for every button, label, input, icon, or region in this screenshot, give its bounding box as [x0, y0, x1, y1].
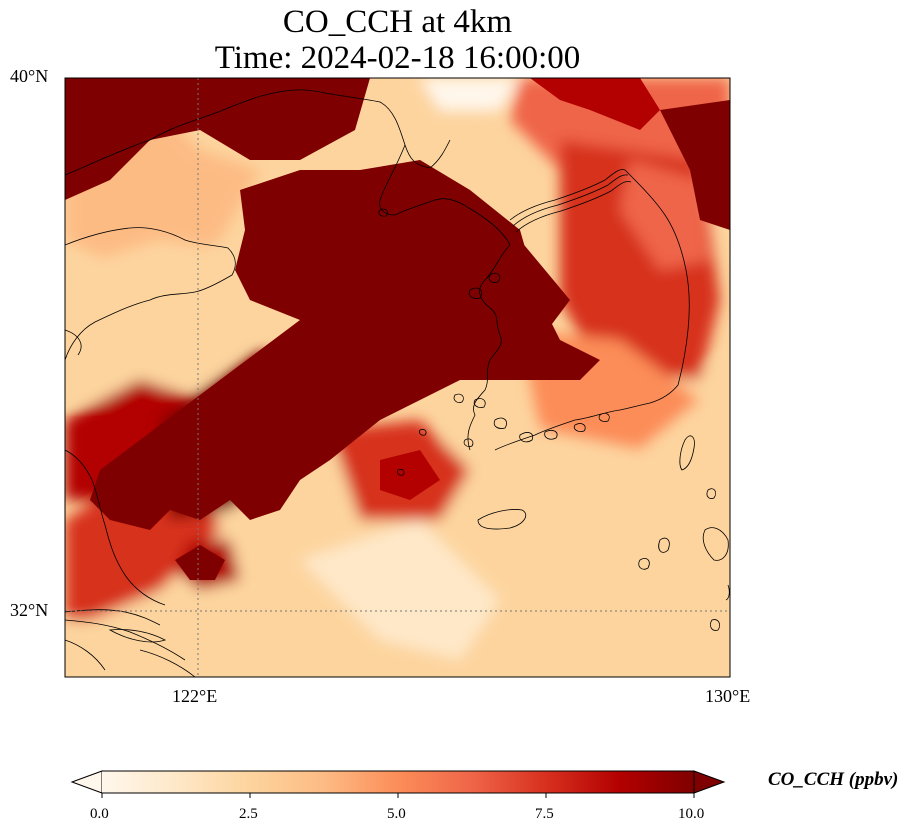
concentration-field: [65, 78, 730, 677]
map-frame: [64, 77, 731, 678]
colorbar-min-extension: [70, 770, 103, 794]
colorbar-tick-3: 7.5: [535, 806, 554, 822]
colorbar-label: CO_CCH (ppbv): [768, 769, 899, 790]
colorbar: [70, 770, 726, 798]
plot-title-line2: Time: 2024-02-18 16:00:00: [214, 40, 581, 76]
lat-label-32n: 32°N: [10, 600, 49, 620]
colorbar-max-extension: [693, 770, 726, 794]
plot-title-line1: CO_CCH at 4km: [282, 4, 513, 40]
colorbar-tick-2: 5.0: [387, 806, 406, 822]
colorbar-tick-0: 0.0: [90, 806, 109, 822]
lon-label-122e: 122°E: [172, 686, 218, 706]
colorbar-tick-4: 10.0: [678, 806, 705, 822]
colorbar-tick-1: 2.5: [239, 806, 258, 822]
lat-label-40n: 40°N: [10, 66, 49, 86]
coastlines: [65, 89, 730, 677]
lon-label-130e: 130°E: [705, 686, 751, 706]
gridlines: [65, 78, 730, 677]
colorbar-gradient: [102, 771, 694, 793]
